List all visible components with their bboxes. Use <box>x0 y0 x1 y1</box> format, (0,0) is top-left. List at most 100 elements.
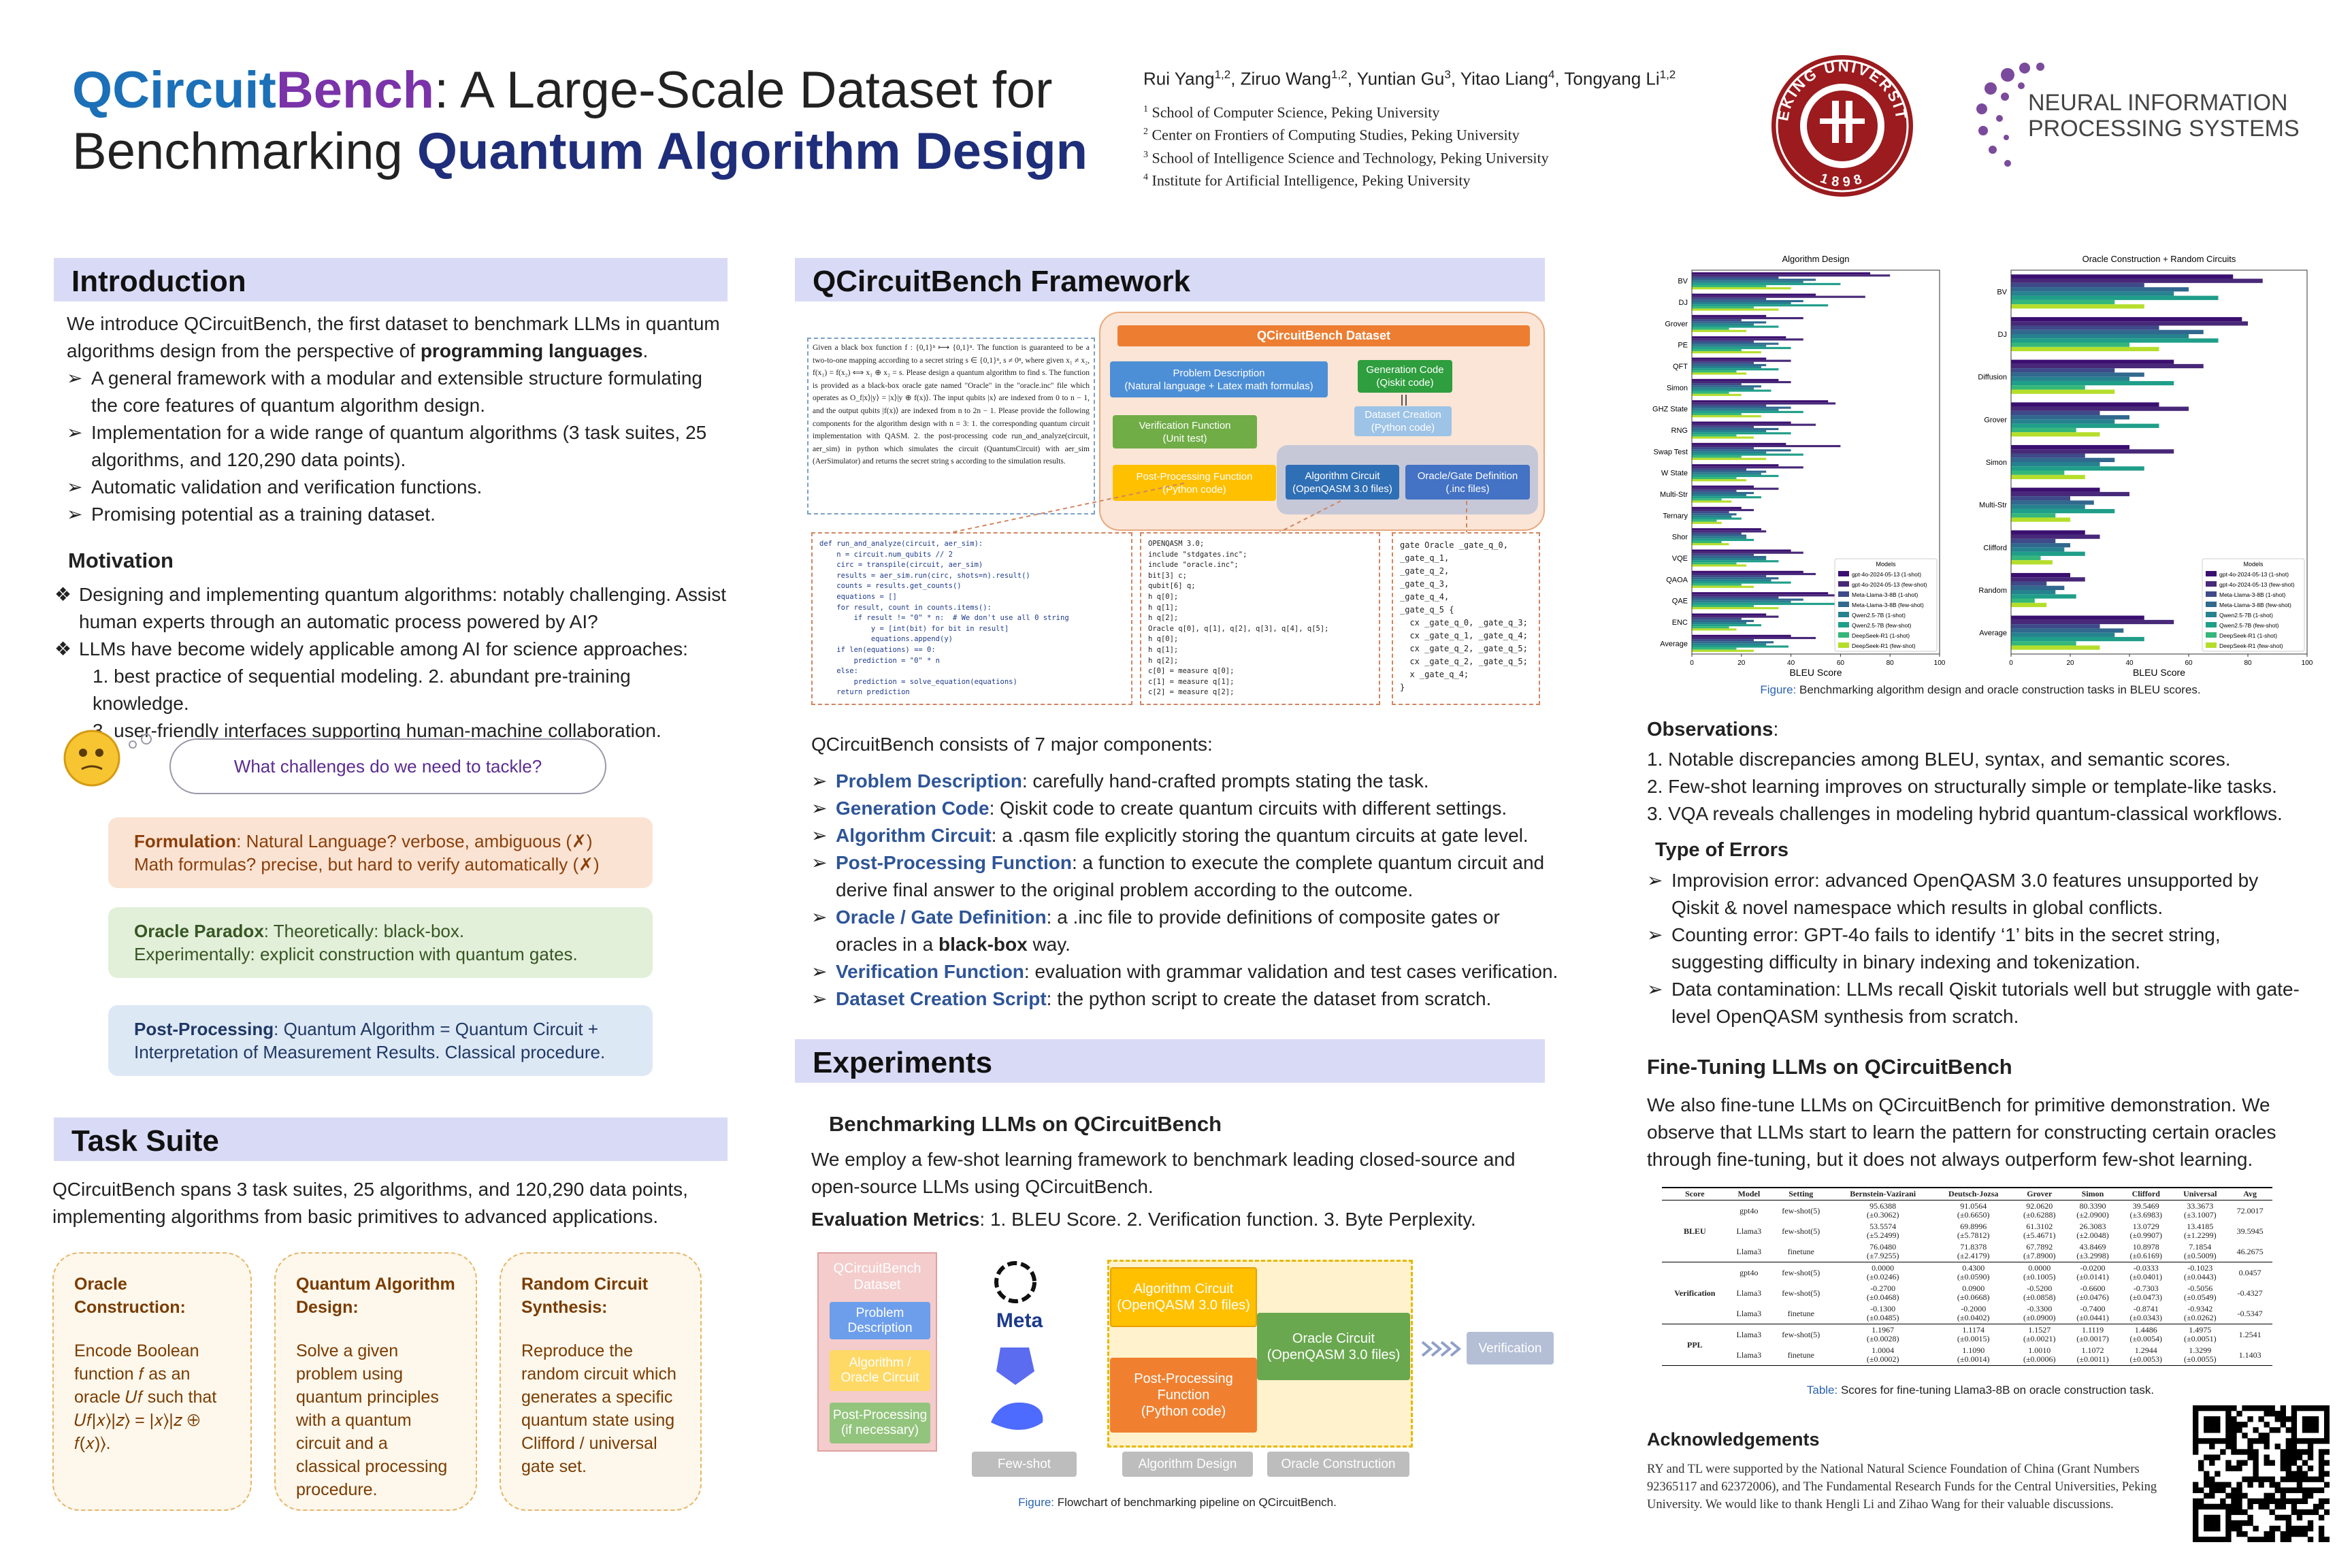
qr-module <box>2236 1411 2242 1417</box>
affiliation-text: School of Intelligence Science and Techn… <box>1148 148 1549 166</box>
bar <box>2011 304 2144 309</box>
cell-value: 33.3673 <box>2187 1201 2214 1211</box>
qr-module <box>2193 1487 2199 1493</box>
qr-module <box>2225 1438 2232 1444</box>
cell-std: (±0.0402) <box>1957 1313 1990 1322</box>
subheading: Benchmarking LLMs on QCircuitBench <box>829 1112 1222 1136</box>
code-line: cx _gate_q_0, _gate_q_3; <box>1400 618 1528 627</box>
cell-value: 1.4486 <box>2134 1325 2157 1335</box>
legend-label: gpt-4o-2024-05-13 (few-shot) <box>1852 581 1927 588</box>
bubble-dot <box>141 734 152 745</box>
cell-std: (±0.0054) <box>2129 1334 2163 1343</box>
qr-module <box>2285 1476 2292 1482</box>
logo-glyph <box>1820 118 1865 124</box>
qr-module <box>2302 1476 2308 1482</box>
table-row: Llama3 finetune 76.0480 (±7.9255) 71.8378 (±2… <box>1662 1241 2272 1262</box>
qr-module <box>2209 1427 2215 1433</box>
qr-module <box>2231 1498 2237 1505</box>
qr-module <box>2204 1476 2210 1482</box>
code-line: x _gate_q_4; <box>1400 670 1469 679</box>
table-cell: 0.0900 (±0.0668) <box>1934 1283 2013 1303</box>
qr-module <box>2296 1514 2303 1521</box>
qr-module <box>2236 1465 2242 1471</box>
x-tick-label: 0 <box>1690 659 1694 667</box>
table-row: Llama3 finetune 1.0004 (±0.0002) 1.1090 (±0.0… <box>1662 1345 2272 1366</box>
bar <box>2011 329 2204 334</box>
qr-module <box>2274 1487 2281 1493</box>
qr-module <box>2242 1476 2248 1482</box>
motivation-sub: 1. best practice of sequential modeling.… <box>93 666 631 714</box>
qr-module <box>2285 1525 2292 1532</box>
component: Problem Description: carefully hand-craf… <box>811 768 1563 795</box>
cell-value: 43.8469 <box>2079 1242 2106 1252</box>
table-cell: 71.8378 (±2.4179) <box>1933 1241 2013 1262</box>
title-rest: : A Large-Scale Dataset for <box>434 61 1053 119</box>
question-text: What challenges do we need to tackle? <box>234 756 542 777</box>
bar <box>2011 598 2035 603</box>
cell-std: (±0.0015) <box>1957 1334 1990 1343</box>
bar <box>1692 615 1779 618</box>
code-line: equations.append(y) <box>819 635 953 644</box>
bar <box>1692 540 1722 544</box>
legend-swatch <box>1838 571 1849 576</box>
element <box>2019 63 2030 74</box>
flow-label: Oracle Construction <box>1267 1452 1409 1477</box>
qr-module <box>2307 1427 2314 1433</box>
cell-std: (±0.6169) <box>2129 1251 2163 1260</box>
legend-label: Meta-Llama-3-8B (few-shot) <box>1852 602 1924 608</box>
bar <box>2011 632 2115 637</box>
bar <box>1692 342 1779 345</box>
legend-label: gpt-4o-2024-05-13 (1-shot) <box>1852 571 1921 578</box>
qr-module <box>2280 1465 2286 1471</box>
table-cell: 1.1967 (±0.0028) <box>1832 1324 1934 1345</box>
table-cell: 1.1174 (±0.0015) <box>1934 1324 2013 1345</box>
bar <box>1692 564 1747 567</box>
legend-box <box>1834 558 1938 652</box>
component-desc: : a .inc file to provide definitions of … <box>836 906 1500 955</box>
bar <box>1692 436 1754 439</box>
qr-module <box>2236 1422 2242 1428</box>
bar <box>1692 385 1761 388</box>
table-cell: -0.9342 (±0.0262) <box>2172 1303 2228 1324</box>
cell-value: 61.3102 <box>2026 1222 2053 1231</box>
bar <box>2011 491 2129 497</box>
bar <box>1692 604 1754 608</box>
bar <box>2011 321 2248 326</box>
qr-module <box>2296 1498 2303 1505</box>
qr-module <box>2302 1438 2308 1444</box>
subheading: Fine-Tuning LLMs on QCircuitBench <box>1647 1055 2012 1079</box>
code-line: results = aer_sim.run(circ, shots=n).res… <box>819 571 1030 580</box>
challenge-text: : Natural Language? verbose, ambiguous (… <box>134 831 600 875</box>
bar <box>1692 515 1732 518</box>
bar <box>2011 547 2065 552</box>
bar <box>2011 551 2085 556</box>
bar <box>1692 444 1841 448</box>
legend-label: Qwen2.5-7B (few-shot) <box>1852 622 1912 629</box>
qr-module <box>2323 1498 2330 1505</box>
cell-value: 1.1174 <box>1962 1325 1984 1335</box>
bar <box>1692 558 1767 561</box>
section-heading: Introduction <box>71 265 246 298</box>
problem-box: Problem Description (Natural language + … <box>1110 361 1328 397</box>
bar <box>1692 536 1747 539</box>
qr-module <box>2253 1438 2259 1444</box>
bar <box>1692 344 1767 347</box>
qr-module <box>2193 1411 2199 1417</box>
qr-module <box>2313 1476 2319 1482</box>
table-cell: 69.8996 (±5.7812) <box>1934 1221 2013 1241</box>
cell-value: 1.3299 <box>2189 1345 2212 1355</box>
qr-module <box>2307 1520 2314 1526</box>
bar <box>2011 474 2085 480</box>
affiliation: 2 Center on Frontiers of Computing Studi… <box>1143 122 1549 144</box>
qr-module <box>2264 1438 2270 1444</box>
bar <box>1692 622 1747 625</box>
qr-module <box>2264 1503 2270 1510</box>
bar <box>1692 406 1791 409</box>
qr-code <box>2193 1405 2330 1542</box>
qr-module <box>2264 1476 2270 1482</box>
table-cell: 1.1090 (±0.0014) <box>1933 1345 2013 1366</box>
qr-module <box>2264 1454 2270 1460</box>
qr-module <box>2215 1405 2221 1411</box>
cell-value: -0.7303 <box>2133 1284 2159 1293</box>
